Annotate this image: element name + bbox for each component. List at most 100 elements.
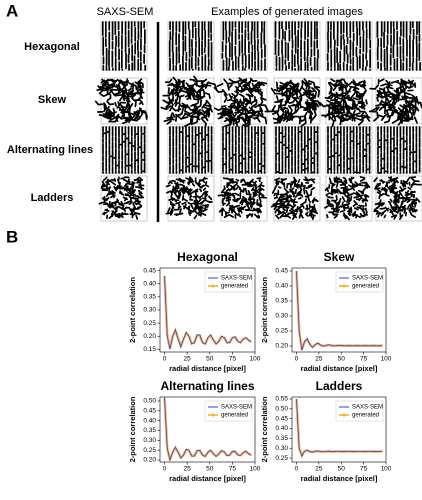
legend-label: SAXS-SEM (221, 405, 252, 411)
chart-title: Ladders (316, 379, 363, 393)
image-texture (168, 21, 213, 71)
panel-label: A (6, 1, 18, 20)
series-line (164, 275, 252, 350)
x-axis-label: radial distance [pixel] (169, 364, 246, 373)
row-label: Ladders (31, 192, 74, 204)
y-tick-label: 0.30 (143, 437, 156, 444)
x-axis-label: radial distance [pixel] (301, 474, 378, 483)
y-tick-label: 0.40 (143, 417, 156, 424)
image-tile (375, 126, 422, 174)
y-tick-label: 0.20 (143, 457, 156, 464)
x-tick-label: 0 (295, 466, 299, 473)
image-tile (375, 21, 422, 71)
legend-label: generated (221, 413, 248, 419)
image-texture (275, 126, 319, 174)
image-texture (94, 78, 149, 125)
image-texture (318, 78, 371, 129)
image-tile (325, 21, 373, 71)
y-tick-label: 0.35 (143, 294, 156, 301)
x-axis-label: radial distance [pixel] (301, 364, 378, 373)
x-tick-label: 75 (360, 356, 368, 363)
y-tick-label: 0.25 (275, 328, 288, 335)
image-texture (324, 176, 371, 221)
y-tick-label: 0.35 (275, 435, 288, 442)
image-texture (373, 176, 422, 220)
y-tick-label: 0.40 (275, 425, 288, 432)
x-tick-label: 25 (184, 356, 192, 363)
y-axis-label: 2-point correlation (260, 396, 269, 462)
image-texture (169, 126, 213, 174)
y-tick-label: 0.25 (143, 447, 156, 454)
x-tick-label: 25 (315, 466, 323, 473)
y-tick-label: 0.50 (275, 406, 288, 413)
image-texture (377, 126, 421, 174)
image-texture (376, 21, 421, 71)
legend-box (204, 400, 253, 422)
legend-label: generated (221, 284, 248, 290)
x-tick-label: 25 (315, 356, 323, 363)
series-line (296, 398, 383, 458)
image-tile (167, 21, 215, 71)
y-tick-label: 0.30 (143, 307, 156, 314)
y-tick-label: 0.45 (275, 415, 288, 422)
image-tile (220, 126, 268, 174)
x-tick-label: 100 (250, 356, 261, 363)
column-header: SAXS-SEM (97, 6, 154, 18)
x-tick-label: 100 (381, 356, 392, 363)
y-tick-label: 0.35 (275, 298, 288, 305)
y-tick-label: 0.45 (143, 267, 156, 274)
y-tick-label: 0.40 (275, 283, 288, 290)
y-tick-label: 0.45 (275, 268, 288, 275)
x-tick-label: 75 (229, 466, 237, 473)
image-tile (273, 21, 321, 71)
x-tick-label: 50 (206, 466, 214, 473)
row-label: Alternating lines (7, 144, 93, 156)
legend-label: SAXS-SEM (352, 276, 383, 282)
chart-title: Alternating lines (160, 379, 254, 393)
y-tick-label: 0.45 (143, 408, 156, 415)
image-texture (326, 21, 372, 71)
y-axis-label: 2-point correlation (260, 277, 269, 343)
image-texture (221, 21, 266, 71)
x-tick-label: 0 (163, 466, 167, 473)
x-tick-label: 75 (360, 466, 368, 473)
image-texture (368, 78, 422, 126)
series-line (296, 270, 383, 351)
y-tick-label: 0.40 (143, 280, 156, 287)
y-tick-label: 0.25 (143, 320, 156, 327)
legend-label: SAXS-SEM (221, 276, 252, 282)
x-tick-label: 25 (184, 466, 192, 473)
legend-box (335, 400, 384, 422)
image-texture (101, 21, 147, 71)
y-tick-label: 0.20 (275, 343, 288, 350)
image-texture (222, 126, 266, 174)
legend-label: SAXS-SEM (352, 405, 383, 411)
chart-title: Skew (324, 250, 355, 264)
legend-label: generated (352, 284, 379, 290)
y-tick-label: 0.30 (275, 445, 288, 452)
y-tick-label: 0.35 (143, 427, 156, 434)
image-texture (270, 176, 319, 221)
image-texture (213, 77, 269, 131)
x-tick-label: 75 (229, 356, 237, 363)
x-axis-label: radial distance [pixel] (169, 474, 246, 483)
y-tick-label: 0.55 (275, 396, 288, 403)
x-tick-label: 100 (250, 466, 261, 473)
image-texture (327, 126, 371, 174)
image-texture (217, 177, 267, 220)
y-tick-label: 0.30 (275, 313, 288, 320)
panel-label: B (6, 227, 18, 246)
row-label: Hexagonal (24, 41, 80, 53)
y-tick-label: 0.15 (143, 346, 156, 353)
x-tick-label: 0 (295, 356, 299, 363)
image-texture (264, 78, 322, 128)
chart-title: Hexagonal (177, 250, 238, 264)
x-tick-label: 50 (338, 356, 346, 363)
legend-box (335, 271, 384, 293)
image-tile (167, 126, 215, 174)
image-tile (220, 21, 268, 71)
y-tick-label: 0.50 (143, 398, 156, 405)
y-axis-label: 2-point correlation (128, 396, 137, 462)
image-texture (102, 126, 146, 174)
